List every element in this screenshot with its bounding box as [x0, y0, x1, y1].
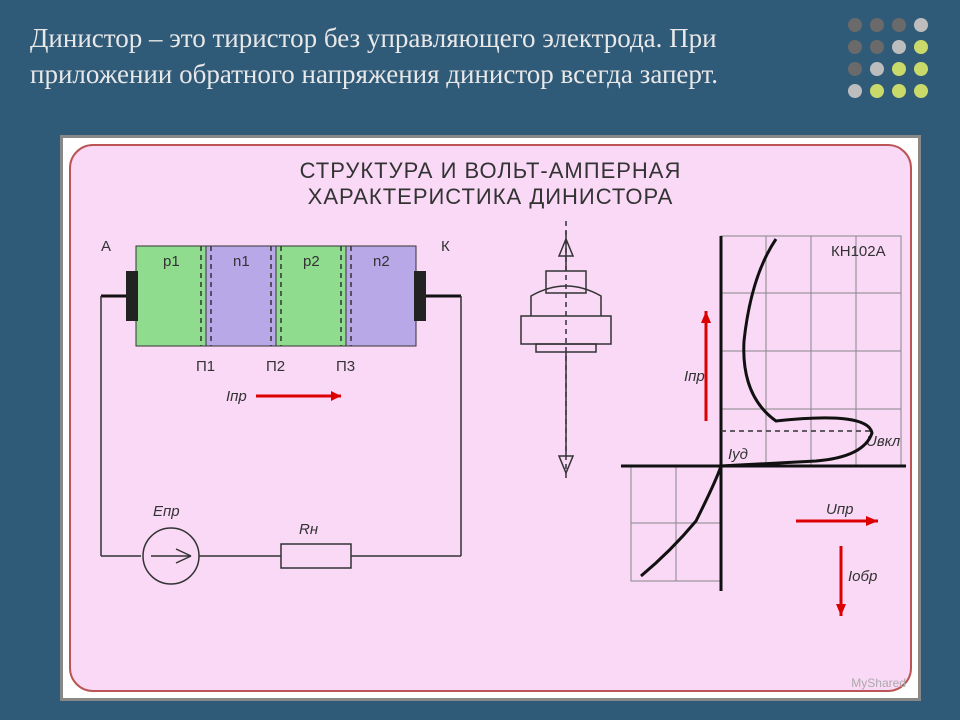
junction-3: П3	[336, 358, 355, 375]
junction-1: П1	[196, 358, 215, 375]
region-p1: p1	[163, 253, 180, 270]
slide-heading: Динистор – это тиристор без управляющего…	[30, 20, 760, 93]
junction-2: П2	[266, 358, 285, 375]
component-icon	[511, 221, 621, 481]
label-cathode: К	[441, 238, 450, 255]
figure-title: СТРУКТУРА И ВОЛЬТ-АМПЕРНАЯ ХАРАКТЕРИСТИК…	[71, 158, 910, 210]
figure-container: СТРУКТУРА И ВОЛЬТ-АМПЕРНАЯ ХАРАКТЕРИСТИК…	[60, 135, 921, 701]
chart-upr: Uпр	[826, 501, 853, 518]
corner-dots	[848, 18, 930, 100]
figure-title-line2: ХАРАКТЕРИСТИКА ДИНИСТОРА	[308, 184, 674, 209]
structure-diagram: А К p1 n1 p2 n2 П1 П2 П3 Iпр	[81, 226, 511, 656]
chart-device-label: КН102А	[831, 243, 886, 260]
region-p2: p2	[303, 253, 320, 270]
watermark: MyShared	[851, 676, 906, 690]
label-resistor: Rн	[299, 521, 318, 538]
label-anode: А	[101, 238, 111, 255]
region-n1: n1	[233, 253, 250, 270]
chart-iobr: Iобр	[848, 568, 877, 585]
region-n2: n2	[373, 253, 390, 270]
figure-title-line1: СТРУКТУРА И ВОЛЬТ-АМПЕРНАЯ	[300, 158, 682, 183]
figure-panel: СТРУКТУРА И ВОЛЬТ-АМПЕРНАЯ ХАРАКТЕРИСТИК…	[69, 144, 912, 692]
label-emf: Eпр	[153, 503, 180, 520]
label-ipr: Iпр	[226, 388, 247, 405]
chart-point: Iуд	[728, 446, 748, 463]
chart-ipr: Iпр	[684, 368, 705, 385]
iv-chart: КН102А Iпр Uвкл Iуд Uпр Iобр	[616, 221, 906, 651]
